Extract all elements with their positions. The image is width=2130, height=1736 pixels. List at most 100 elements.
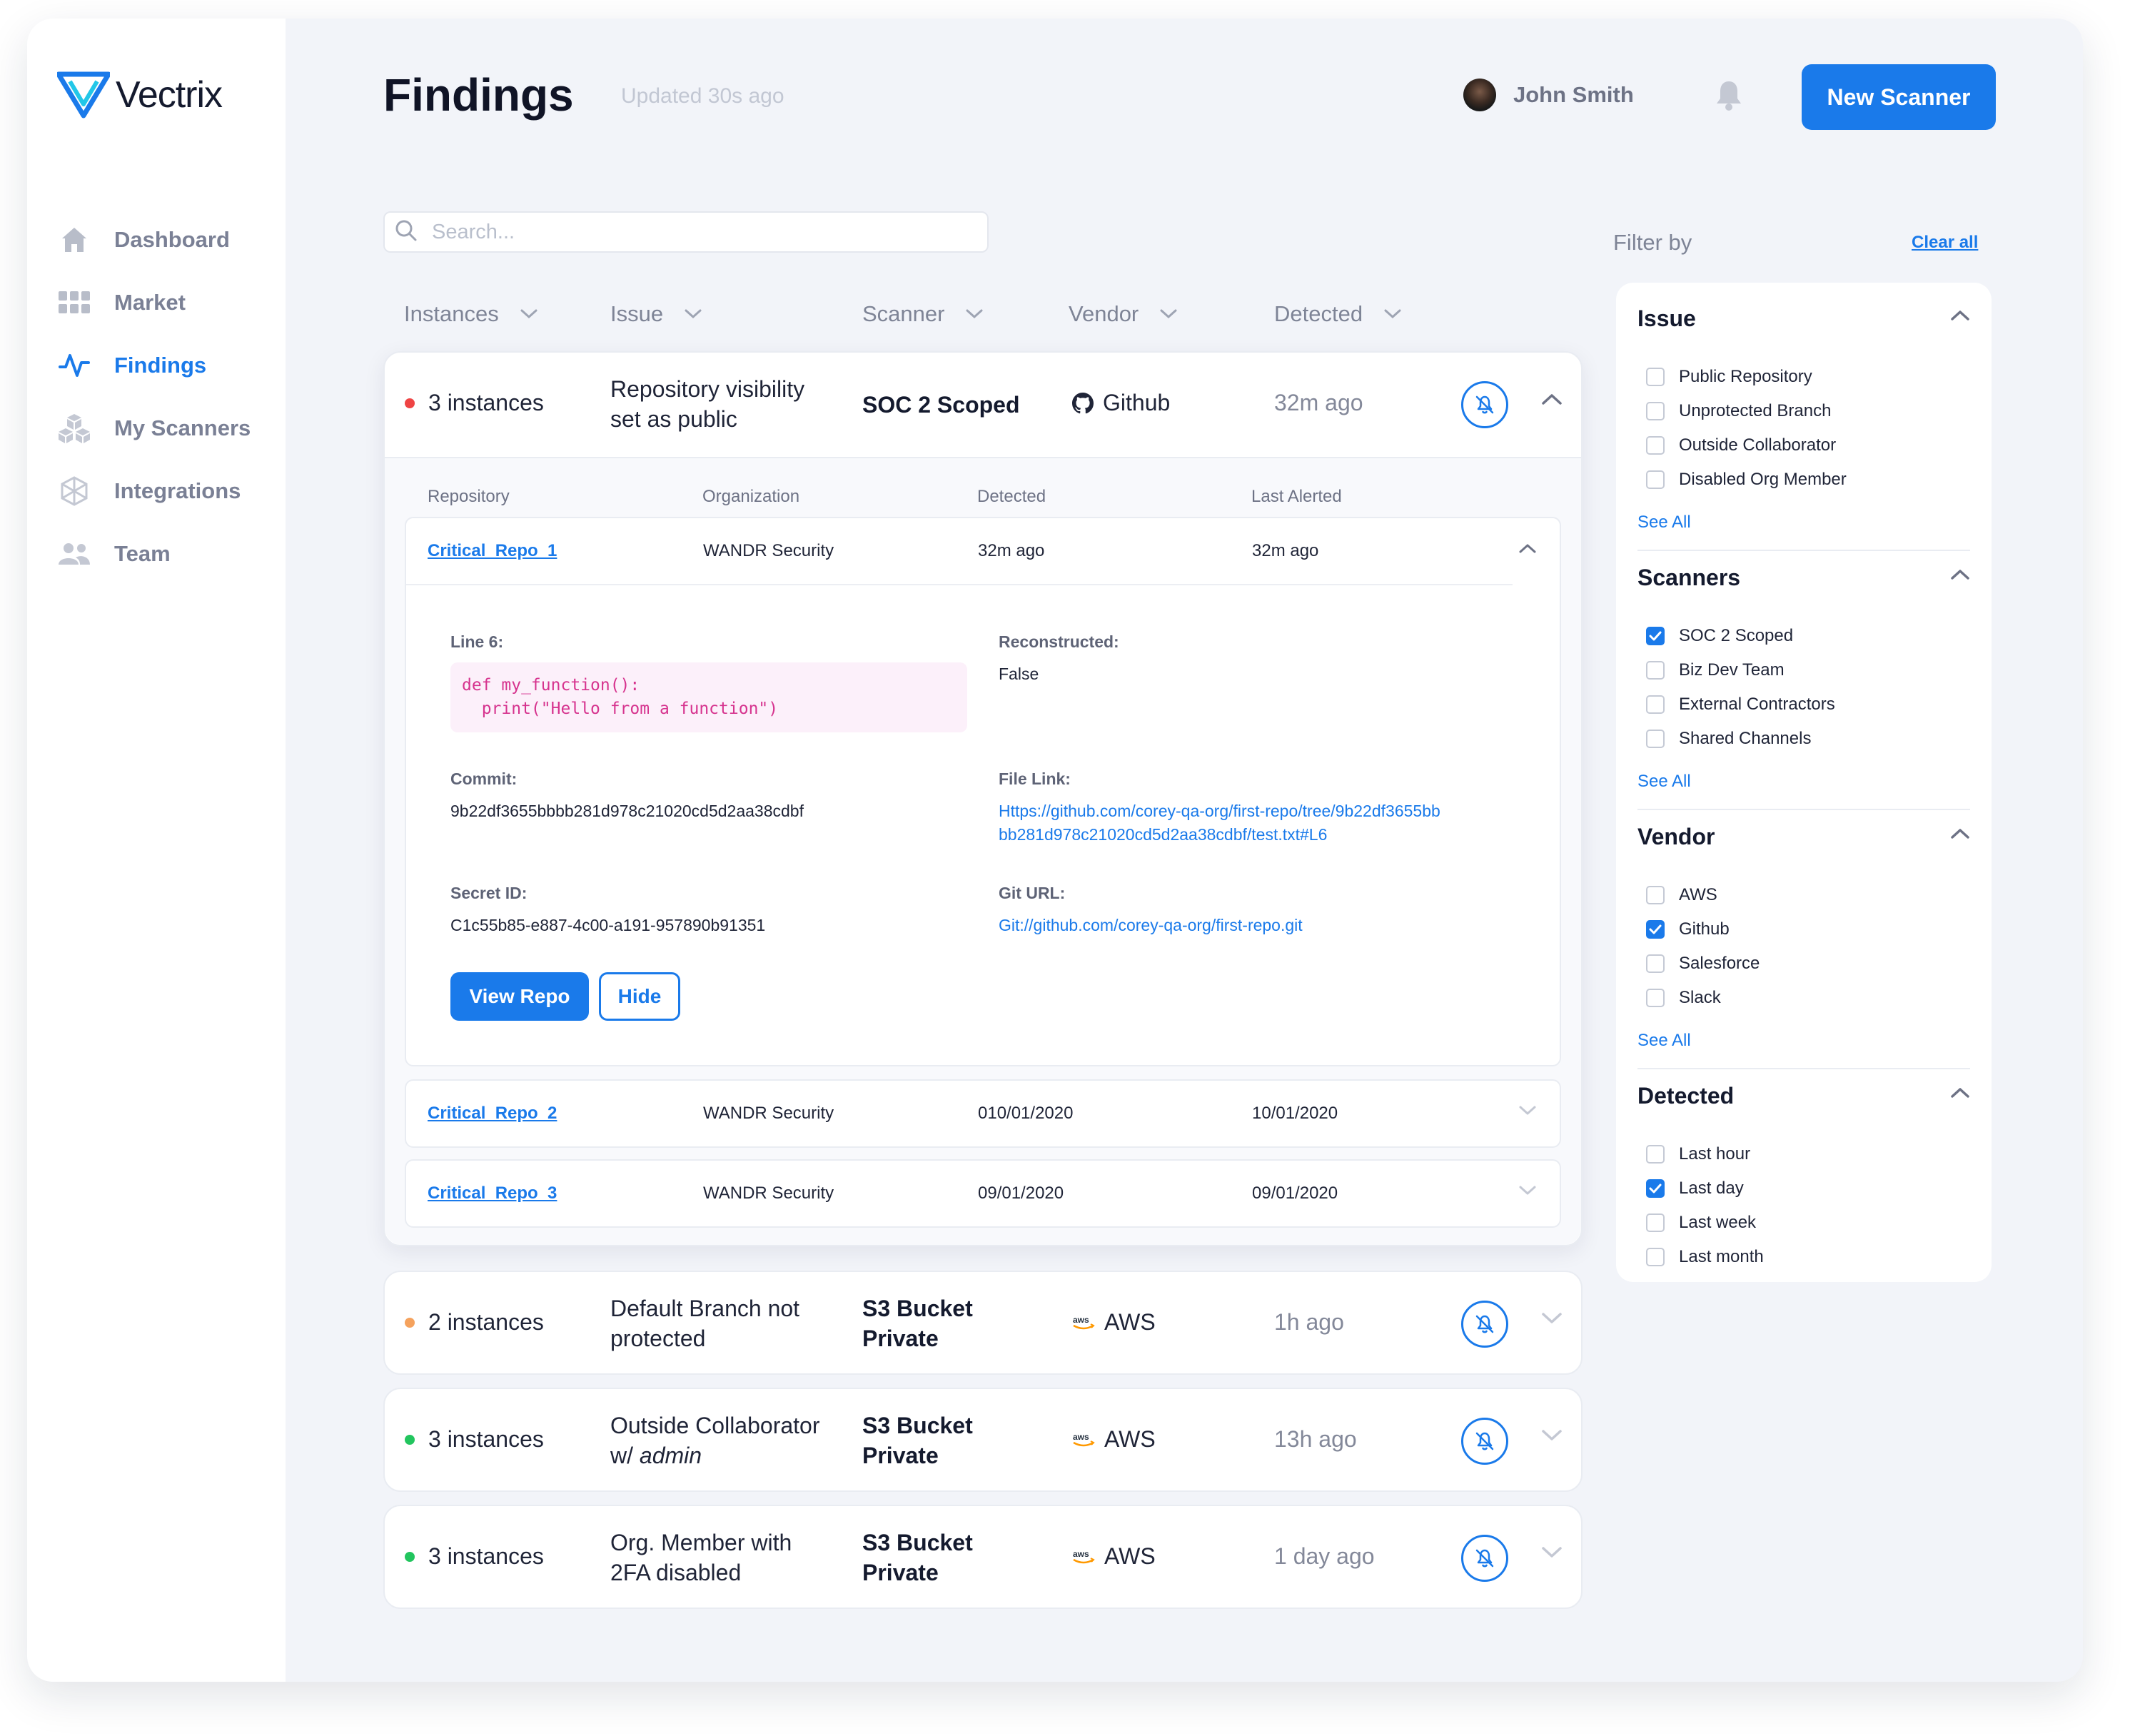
sidebar-item-findings[interactable]: Findings <box>57 334 251 397</box>
see-all-link[interactable]: See All <box>1637 513 1691 532</box>
checkbox[interactable] <box>1646 954 1665 973</box>
checkbox[interactable] <box>1646 1213 1665 1232</box>
vendor: Github <box>1071 390 1170 416</box>
chevron-up-icon[interactable] <box>1541 393 1563 409</box>
checkbox[interactable] <box>1646 730 1665 748</box>
user-menu[interactable]: John Smith <box>1463 79 1634 111</box>
checkbox[interactable] <box>1646 695 1665 714</box>
see-all-link[interactable]: See All <box>1637 1031 1691 1050</box>
filter-group-title[interactable]: Scanners <box>1637 565 1741 590</box>
clear-all-link[interactable]: Clear all <box>1912 233 1979 252</box>
see-all-link[interactable]: See All <box>1637 772 1691 791</box>
checkbox[interactable] <box>1646 989 1665 1007</box>
finding-row[interactable]: 3 instances Repository visibility set as… <box>385 353 1581 457</box>
repo-item[interactable]: Critical_Repo_2 WANDR Security 010/01/20… <box>405 1079 1561 1148</box>
mute-alerts-button[interactable] <box>1461 1418 1508 1465</box>
repo-link[interactable]: Critical_Repo_1 <box>428 541 557 560</box>
scanner-line: Private <box>862 1560 939 1585</box>
repo-row[interactable]: Critical_Repo_2 WANDR Security 010/01/20… <box>406 1081 1560 1146</box>
logo[interactable]: Vectrix <box>57 71 223 118</box>
checkbox-checked[interactable] <box>1646 920 1665 939</box>
checkbox[interactable] <box>1646 1248 1665 1266</box>
filter-option-label: Unprotected Branch <box>1679 401 1832 420</box>
detected-time: 13h ago <box>1274 1426 1357 1452</box>
filter-option[interactable]: Last hour <box>1646 1144 1750 1164</box>
filter-option[interactable]: Outside Collaborator <box>1646 435 1836 455</box>
repo-link[interactable]: Critical_Repo_3 <box>428 1184 557 1203</box>
chevron-down-icon[interactable] <box>1518 1185 1537 1200</box>
chevron-down-icon[interactable] <box>1541 1312 1563 1328</box>
checkbox[interactable] <box>1646 661 1665 680</box>
sidebar-item-my-scanners[interactable]: My Scanners <box>57 397 251 460</box>
checkbox-checked[interactable] <box>1646 627 1665 645</box>
checkbox[interactable] <box>1646 1145 1665 1164</box>
git-url-label: Git URL: <box>999 884 1066 902</box>
sidebar-item-market[interactable]: Market <box>57 271 251 334</box>
filter-group-title[interactable]: Detected <box>1637 1083 1735 1109</box>
filter-option[interactable]: Last week <box>1646 1213 1756 1233</box>
filter-group-title[interactable]: Vendor <box>1637 824 1715 849</box>
filter-option[interactable]: External Contractors <box>1646 695 1835 715</box>
view-repo-button[interactable]: View Repo <box>450 972 589 1021</box>
hide-button[interactable]: Hide <box>599 972 680 1021</box>
file-link[interactable]: Https://github.com/corey-qa-org/first-re… <box>999 799 1440 847</box>
column-header-scanner[interactable]: Scanner <box>862 301 983 327</box>
chevron-up-icon[interactable] <box>1950 310 1970 325</box>
filter-option[interactable]: Disabled Org Member <box>1646 470 1847 490</box>
finding-card[interactable]: 3 instances Org. Member with 2FA disable… <box>383 1505 1583 1609</box>
filter-option[interactable]: Slack <box>1646 988 1721 1008</box>
checkbox[interactable] <box>1646 368 1665 386</box>
chevron-up-icon[interactable] <box>1518 542 1537 557</box>
chevron-up-icon[interactable] <box>1950 828 1970 843</box>
chevron-down-icon[interactable] <box>1541 1546 1563 1563</box>
finding-row[interactable]: 2 instances Default Branch not protected… <box>385 1272 1581 1376</box>
column-header-issue[interactable]: Issue <box>610 301 702 327</box>
sidebar-item-integrations[interactable]: Integrations <box>57 460 251 523</box>
filter-group-scanners: Scanners SOC 2 Scoped Biz Dev Team Exter… <box>1637 565 1970 810</box>
filter-option[interactable]: Shared Channels <box>1646 729 1811 749</box>
git-url-link[interactable]: Git://github.com/corey-qa-org/first-repo… <box>999 916 1303 934</box>
filter-option[interactable]: SOC 2 Scoped <box>1646 626 1793 646</box>
filter-option[interactable]: Last day <box>1646 1179 1744 1198</box>
finding-card[interactable]: 2 instances Default Branch not protected… <box>383 1271 1583 1375</box>
sidebar-item-dashboard[interactable]: Dashboard <box>57 208 251 271</box>
filter-option[interactable]: Last month <box>1646 1247 1764 1267</box>
sub-column-header: Organization <box>702 487 800 506</box>
finding-row[interactable]: 3 instances Outside Collaborator w/ admi… <box>385 1389 1581 1493</box>
finding-card[interactable]: 3 instances Outside Collaborator w/ admi… <box>383 1388 1583 1492</box>
checkbox[interactable] <box>1646 470 1665 489</box>
repo-item[interactable]: Critical_Repo_3 WANDR Security 09/01/202… <box>405 1159 1561 1228</box>
bell-icon[interactable] <box>1715 80 1743 115</box>
checkbox[interactable] <box>1646 436 1665 455</box>
repo-row[interactable]: Critical_Repo_1 WANDR Security 32m ago 3… <box>406 518 1560 584</box>
repo-link[interactable]: Critical_Repo_2 <box>428 1104 557 1123</box>
new-scanner-button[interactable]: New Scanner <box>1802 64 1996 130</box>
filter-option[interactable]: Biz Dev Team <box>1646 660 1785 680</box>
chevron-down-icon[interactable] <box>1518 1105 1537 1120</box>
checkbox[interactable] <box>1646 402 1665 420</box>
sidebar-item-team[interactable]: Team <box>57 523 251 585</box>
checkbox[interactable] <box>1646 886 1665 904</box>
filter-option-label: Outside Collaborator <box>1679 435 1837 455</box>
chevron-up-icon[interactable] <box>1950 1087 1970 1102</box>
column-header-instances[interactable]: Instances <box>404 301 537 327</box>
filter-option[interactable]: Salesforce <box>1646 954 1760 974</box>
filter-option[interactable]: Github <box>1646 919 1730 939</box>
repo-row[interactable]: Critical_Repo_3 WANDR Security 09/01/202… <box>406 1161 1560 1226</box>
bell-off-icon <box>1475 1315 1494 1333</box>
checkbox-checked[interactable] <box>1646 1179 1665 1198</box>
filter-group-title[interactable]: Issue <box>1637 306 1696 331</box>
filter-option[interactable]: Public Repository <box>1646 367 1812 387</box>
filter-option[interactable]: Unprotected Branch <box>1646 401 1831 421</box>
mute-alerts-button[interactable] <box>1461 381 1508 428</box>
mute-alerts-button[interactable] <box>1461 1301 1508 1348</box>
mute-alerts-button[interactable] <box>1461 1535 1508 1582</box>
finding-row[interactable]: 3 instances Org. Member with 2FA disable… <box>385 1506 1581 1610</box>
search-input[interactable] <box>432 220 946 244</box>
column-header-detected[interactable]: Detected <box>1274 301 1401 327</box>
chevron-down-icon[interactable] <box>1541 1429 1563 1445</box>
chevron-up-icon[interactable] <box>1950 569 1970 584</box>
search-icon <box>395 219 418 246</box>
column-header-vendor[interactable]: Vendor <box>1069 301 1177 327</box>
filter-option[interactable]: AWS <box>1646 885 1717 905</box>
